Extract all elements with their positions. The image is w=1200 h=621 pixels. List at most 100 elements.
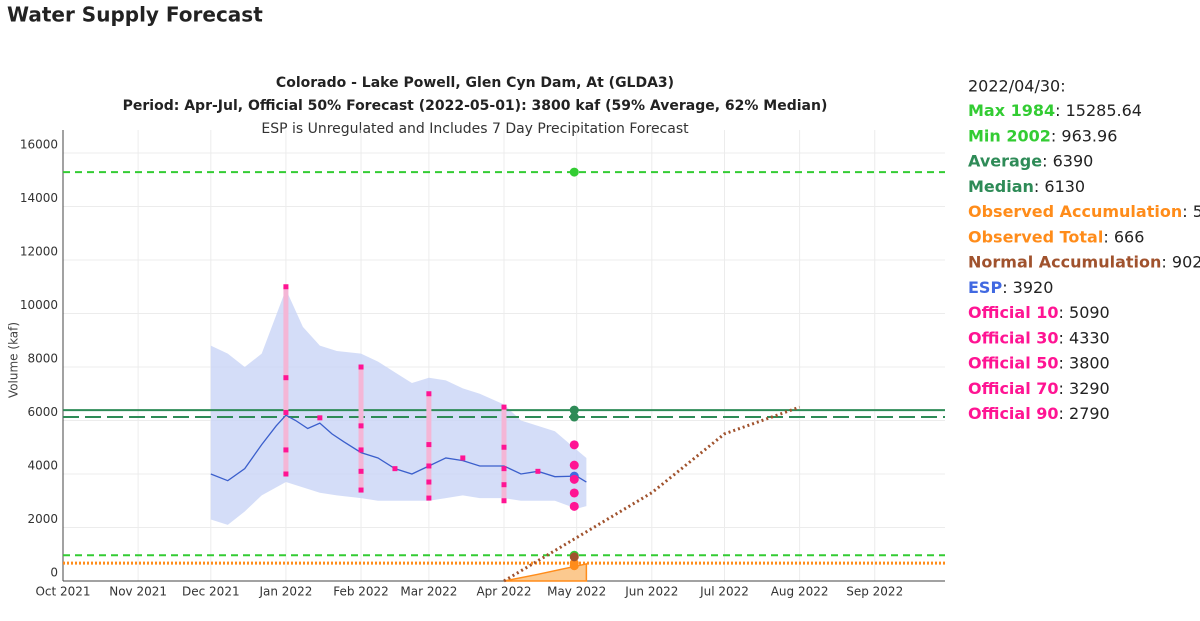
readout-marker	[569, 488, 579, 498]
y-tick-label: 14000	[20, 191, 58, 205]
readout-value: 6130	[1044, 176, 1085, 195]
official-forecast-point	[501, 482, 507, 488]
readout-sep: :	[1059, 303, 1069, 322]
official-forecast-point	[501, 498, 507, 504]
readout-entry: Official 90: 2790	[968, 404, 1110, 423]
readout-entry: Average: 6390	[968, 151, 1093, 170]
readout-marker	[569, 474, 579, 484]
readout-name: Average	[968, 151, 1042, 170]
readout-value: 6390	[1053, 151, 1094, 170]
official-forecast-point	[358, 487, 364, 493]
official-forecast-point	[283, 409, 289, 415]
official-forecast-point	[501, 404, 507, 410]
readout-sep: :	[1002, 277, 1012, 296]
official-forecast-point	[426, 479, 432, 485]
readout-entry: Median: 6130	[968, 176, 1085, 195]
readout-name: Official 10	[968, 303, 1059, 322]
x-tick-label: Jun 2022	[624, 585, 678, 599]
official-forecast-point	[283, 471, 289, 477]
y-axis-label: Volume (kaf)	[7, 322, 21, 398]
x-tick-label: Nov 2021	[109, 585, 167, 599]
readout-sep: :	[1182, 202, 1192, 221]
chart-title: Colorado - Lake Powell, Glen Cyn Dam, At…	[276, 75, 674, 91]
y-tick-label: 8000	[27, 352, 58, 366]
readout-date: 2022/04/30:	[968, 77, 1066, 96]
marks	[63, 167, 945, 583]
official-forecast-point	[283, 284, 289, 290]
y-tick-label: 0	[50, 566, 58, 580]
readout-value: 902	[1172, 252, 1200, 271]
readout-name: Official 90	[968, 404, 1059, 423]
readout-sep: :	[1059, 353, 1069, 372]
official-forecast-point	[426, 442, 432, 448]
readout-marker	[569, 440, 579, 450]
grid: 0 2000 4000 6000 8000 10000 12000 14000 16000 Oct…	[20, 130, 945, 599]
readout-panel: 2022/04/30: Max 1984: 15285.64 Min 2002: 9…	[968, 77, 1200, 423]
interim-forecast-point	[535, 468, 541, 474]
readout-value: 15285.64	[1066, 101, 1142, 120]
readout-marker	[569, 167, 579, 177]
x-tick-label: Oct 2021	[35, 585, 90, 599]
official-forecast-point	[426, 463, 432, 469]
readout-entry: Official 10: 5090	[968, 303, 1110, 322]
readout-marker	[569, 405, 579, 415]
y-tick-label: 16000	[20, 138, 58, 152]
chart-annotation: ESP is Unregulated and Includes 7 Day Pr…	[261, 121, 689, 137]
x-tick-label: Feb 2022	[333, 585, 389, 599]
interim-forecast-point	[460, 455, 466, 461]
official-forecast-point	[358, 468, 364, 474]
normal-accumulation-line	[503, 405, 801, 583]
readout-name: Min 2002	[968, 126, 1051, 145]
x-tick-label: Dec 2021	[182, 585, 240, 599]
x-tick-label: May 2022	[547, 585, 606, 599]
readout-entry: Official 30: 4330	[968, 328, 1110, 347]
official-forecast-point	[426, 391, 432, 397]
readout-marker	[569, 558, 579, 568]
readout-sep: :	[1034, 176, 1044, 195]
official-forecast-point	[283, 447, 289, 453]
x-tick-label: Sep 2022	[846, 585, 903, 599]
readout-name: Observed Accumulation	[968, 202, 1182, 221]
readout-name: Normal Accumulation	[968, 252, 1161, 271]
readout-value: 570	[1193, 202, 1200, 221]
interim-forecast-point	[317, 415, 323, 421]
readout-value: 4330	[1069, 328, 1110, 347]
interim-forecast-point	[392, 466, 398, 472]
y-tick-label: 12000	[20, 245, 58, 259]
readout-name: Official 70	[968, 378, 1059, 397]
readout-name: Official 50	[968, 353, 1059, 372]
readout-name: Median	[968, 176, 1034, 195]
readout-sep: :	[1161, 252, 1171, 271]
readout-marker	[569, 552, 579, 562]
readout-value: 666	[1114, 227, 1145, 246]
readout-sep: :	[1059, 404, 1069, 423]
readout-name: Official 30	[968, 328, 1059, 347]
official-forecast-point	[358, 423, 364, 429]
official-forecast-point	[426, 495, 432, 501]
esp-band	[210, 289, 587, 525]
chart-subtitle: Period: Apr-Jul, Official 50% Forecast (…	[123, 98, 828, 114]
official-forecast-point	[358, 447, 364, 453]
readout-entry: Normal Accumulation: 902	[968, 252, 1200, 271]
x-tick-label: Jul 2022	[699, 585, 749, 599]
y-tick-label: 10000	[20, 298, 58, 312]
readout-entry: Observed Total: 666	[968, 227, 1144, 246]
readout-entry: Official 50: 3800	[968, 353, 1110, 372]
readout-marker	[569, 501, 579, 511]
readout-entry: ESP: 3920	[968, 277, 1053, 296]
readout-value: 963.96	[1061, 126, 1117, 145]
readout-entry: Official 70: 3290	[968, 378, 1110, 397]
readout-entry: Min 2002: 963.96	[968, 126, 1117, 145]
y-tick-label: 6000	[27, 405, 58, 419]
readout-value: 5090	[1069, 303, 1110, 322]
readout-name: ESP	[968, 277, 1002, 296]
readout-sep: :	[1059, 328, 1069, 347]
readout-marker	[569, 412, 579, 422]
readout-value: 3800	[1069, 353, 1110, 372]
y-tick-label: 2000	[27, 512, 58, 526]
observed-accumulation-area	[503, 562, 588, 582]
readout-sep: :	[1042, 151, 1052, 170]
official-forecast-point	[283, 375, 289, 381]
readout-value: 3920	[1013, 277, 1054, 296]
